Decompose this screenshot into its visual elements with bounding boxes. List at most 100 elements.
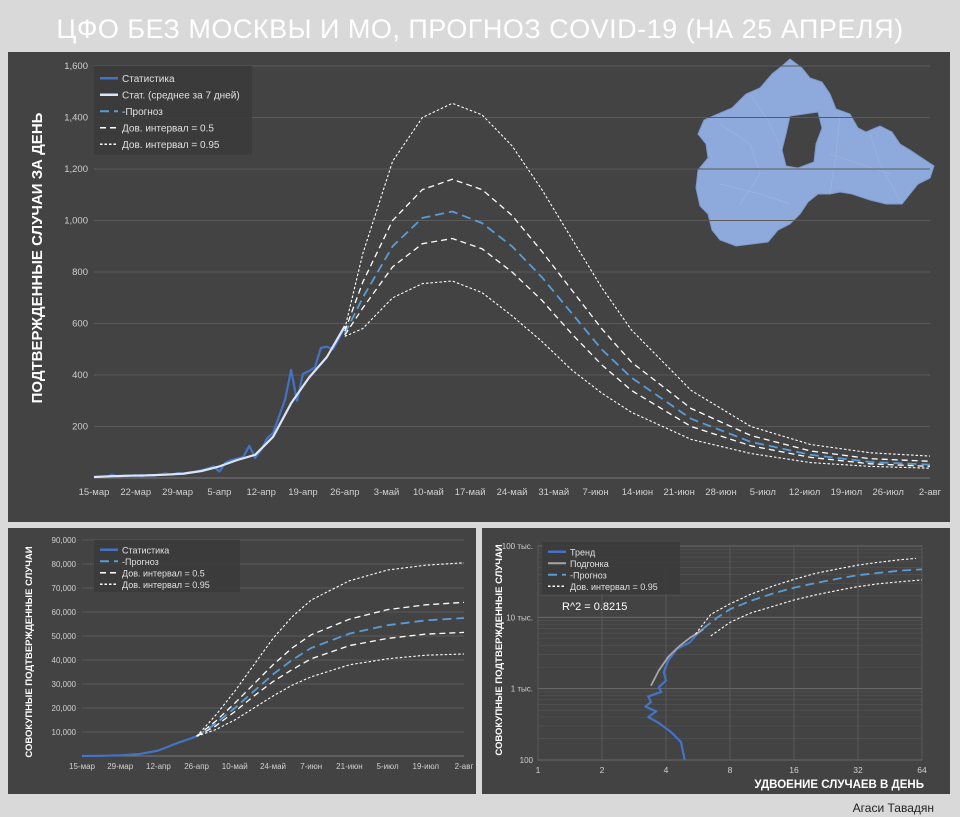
y-axis-title: СОВОКУПНЫЕ ПОДТВЕРЖДЕННЫЕ СЛУЧАИ (24, 546, 35, 757)
y-tick-label: 10,000 (52, 728, 77, 737)
series-line (93, 325, 346, 479)
y-axis-title: ПОДТВЕРЖДЕННЫЕ СЛУЧАИ ЗА ДЕНЬ (29, 112, 46, 403)
legend-label: Тренд (570, 547, 596, 557)
series-line (196, 653, 465, 737)
x-tick-label: 21-июн (336, 762, 362, 771)
series-line (196, 601, 465, 737)
legend-label: Дов. интервал = 0.95 (122, 140, 220, 151)
cumulative-cases-chart: 10,000 20,000 30,000 40,000 50,000 60,000 70,0… (24, 536, 474, 771)
y-tick-label: 40,000 (52, 656, 77, 665)
legend-label: Дов. интервал = 0.95 (570, 582, 658, 592)
y-axis-title: СОВОКУПНЫЕ ПОДТВЕРЖДЕННЫЕ СЛУЧАИ (494, 544, 505, 755)
series-line (81, 735, 197, 758)
y-tick-label: 400 (72, 370, 88, 381)
x-tick-label: 32 (853, 765, 863, 775)
series-line (93, 325, 346, 479)
series-line (344, 280, 931, 469)
legend-label: Дов. интервал = 0.95 (122, 580, 210, 590)
y-tick-label: 1,000 (64, 216, 88, 227)
y-tick-label: 90,000 (52, 536, 77, 545)
x-tick-label: 17-май (455, 487, 486, 498)
x-tick-label: 26-апр (330, 487, 359, 498)
y-tick-label: 1,600 (64, 61, 88, 72)
x-tick-label: 2-авг (455, 762, 474, 771)
y-tick-label: 1,200 (64, 164, 88, 175)
series-line (344, 102, 931, 457)
author-credit: Агаси Тавадян (852, 801, 934, 815)
series-line (343, 210, 931, 466)
x-tick-label: 12-апр (146, 762, 171, 771)
x-tick-label: 21-июн (663, 487, 694, 498)
y-tick-label: 50,000 (52, 632, 77, 641)
x-tick-label: 4 (664, 765, 669, 775)
legend-label: Подгонка (570, 559, 609, 569)
series-line (344, 237, 931, 468)
region-map-icon (695, 58, 935, 247)
r-squared-annotation: R^2 = 0.8215 (562, 601, 627, 613)
x-tick-label: 12-апр (246, 487, 275, 498)
cumulative-chart-panel (8, 528, 476, 794)
x-tick-label: 28-июн (705, 487, 736, 498)
series-line (344, 178, 931, 462)
legend-label: Стат. (среднее за 7 дней) (122, 90, 240, 101)
x-tick-label: 5-июл (377, 762, 399, 771)
x-tick-label: 19-апр (288, 487, 317, 498)
x-axis-title: УДВОЕНИЕ СЛУЧАЕВ В ДЕНЬ (754, 779, 924, 791)
x-tick-label: 14-июн (622, 487, 653, 498)
x-tick-label: 2-авг (919, 487, 942, 498)
legend-label: Статистика (122, 74, 175, 85)
y-tick-label: 30,000 (52, 680, 77, 689)
legend-box (94, 66, 252, 155)
page-title: ЦФО БЕЗ МОСКВЫ И МО, ПРОГНОЗ COVID-19 (Н… (56, 14, 904, 44)
x-tick-label: 19-июл (831, 487, 863, 498)
x-tick-label: 15-мар (69, 762, 96, 771)
y-tick-label: 1,400 (64, 113, 88, 124)
y-tick-label: 200 (72, 422, 88, 433)
x-tick-label: 31-май (538, 487, 569, 498)
y-tick-label: 1 тыс. (511, 685, 533, 694)
x-tick-label: 22-мар (120, 487, 151, 498)
x-tick-label: 26-июл (872, 487, 904, 498)
y-tick-label: 100 (520, 756, 534, 765)
series-line (644, 627, 705, 761)
y-tick-label: 10 тыс. (506, 613, 533, 622)
series-line (694, 557, 917, 635)
y-tick-label: 800 (72, 267, 88, 278)
x-tick-label: 24-май (260, 762, 286, 771)
legend-label: Дов. интервал = 0.5 (122, 123, 214, 134)
x-tick-label: 29-мар (107, 762, 134, 771)
x-tick-label: 24-май (497, 487, 528, 498)
doubling-cases-chart: 100 1 тыс. 10 тыс. 100 тыс. 1 2 4 8 16 32 64 СОВОКУ… (494, 542, 927, 791)
legend-label: Статистика (122, 545, 169, 555)
x-tick-label: 64 (917, 765, 927, 775)
series-line (710, 579, 923, 637)
x-tick-label: 10-май (413, 487, 444, 498)
legend-label: Дов. интервал = 0.5 (122, 568, 205, 578)
x-tick-label: 7-июн (300, 762, 322, 771)
x-tick-label: 15-мар (79, 487, 110, 498)
series-line (196, 562, 465, 737)
legend: Статистика Стат. (среднее за 7 дней) -Прог… (94, 66, 252, 155)
x-tick-label: 3-май (374, 487, 400, 498)
x-tick-label: 29-мар (162, 487, 193, 498)
x-tick-label: 26-апр (184, 762, 209, 771)
y-tick-label: 20,000 (52, 704, 77, 713)
x-tick-label: 16 (789, 765, 799, 775)
y-tick-label: 60,000 (52, 608, 77, 617)
x-tick-label: 1 (536, 765, 541, 775)
y-tick-label: 80,000 (52, 560, 77, 569)
x-tick-label: 8 (728, 765, 733, 775)
x-tick-label: 2 (600, 765, 605, 775)
legend-label: -Прогноз (122, 107, 163, 118)
x-tick-label: 5-апр (207, 487, 231, 498)
x-tick-label: 5-июл (750, 487, 776, 498)
x-tick-label: 12-июл (789, 487, 821, 498)
series-line (650, 628, 704, 687)
y-tick-label: 600 (72, 319, 88, 330)
series-line (196, 631, 465, 737)
x-tick-label: 7-июн (583, 487, 609, 498)
series-line (702, 568, 923, 630)
legend-label: -Прогноз (570, 570, 607, 580)
legend: Тренд Подгонка-Прогноз Дов. интервал = 0.9… (542, 542, 680, 594)
